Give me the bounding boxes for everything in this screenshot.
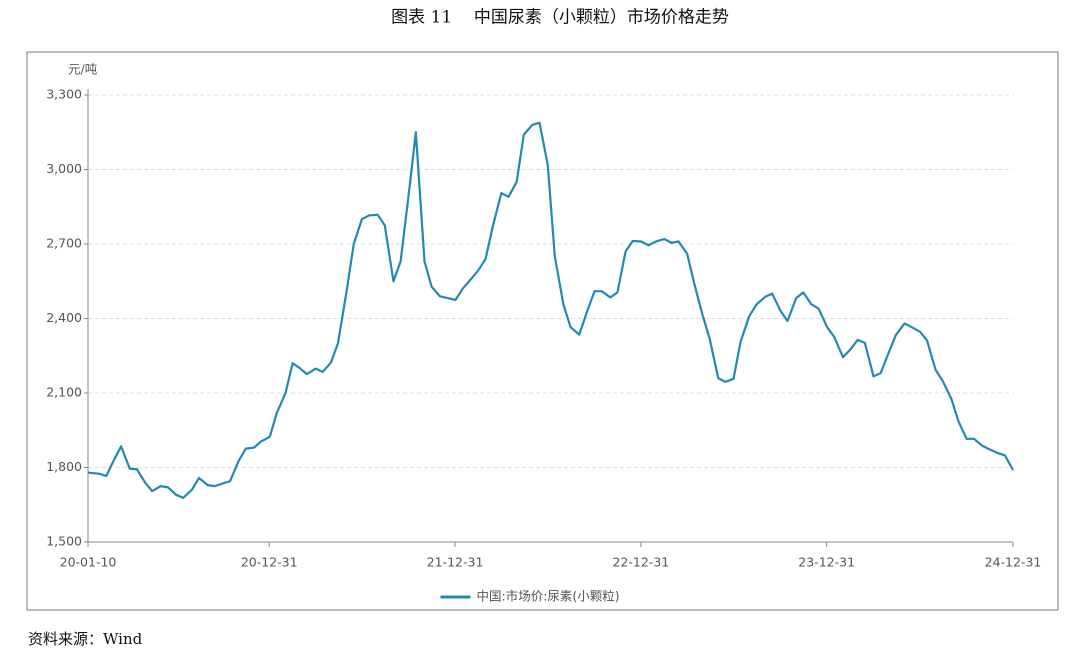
y-tick-label: 3,300 bbox=[46, 87, 82, 102]
y-tick-label: 1,800 bbox=[46, 459, 82, 474]
x-tick-label: 20-01-10 bbox=[60, 555, 117, 570]
y-tick-label: 2,700 bbox=[46, 236, 82, 251]
x-tick-label: 20-12-31 bbox=[241, 555, 298, 570]
y-tick-label: 2,100 bbox=[46, 385, 82, 400]
legend-label: 中国:市场价:尿素(小颗粒) bbox=[477, 589, 620, 604]
line-series bbox=[87, 121, 1014, 499]
x-tick-label: 24-12-31 bbox=[985, 555, 1042, 570]
x-tick-label: 23-12-31 bbox=[798, 555, 855, 570]
y-axis-label: 元/吨 bbox=[68, 62, 98, 77]
y-tick-label: 3,000 bbox=[46, 161, 82, 176]
chart-frame bbox=[26, 51, 1059, 611]
x-tick-label: 21-12-31 bbox=[427, 555, 484, 570]
x-tick-label: 22-12-31 bbox=[612, 555, 669, 570]
source-note: 资料来源：Wind bbox=[28, 630, 143, 648]
y-tick-label: 1,500 bbox=[46, 534, 82, 549]
y-tick-label: 2,400 bbox=[46, 310, 82, 325]
chart-title: 图表 11 中国尿素（小颗粒）市场价格走势 bbox=[391, 8, 729, 28]
